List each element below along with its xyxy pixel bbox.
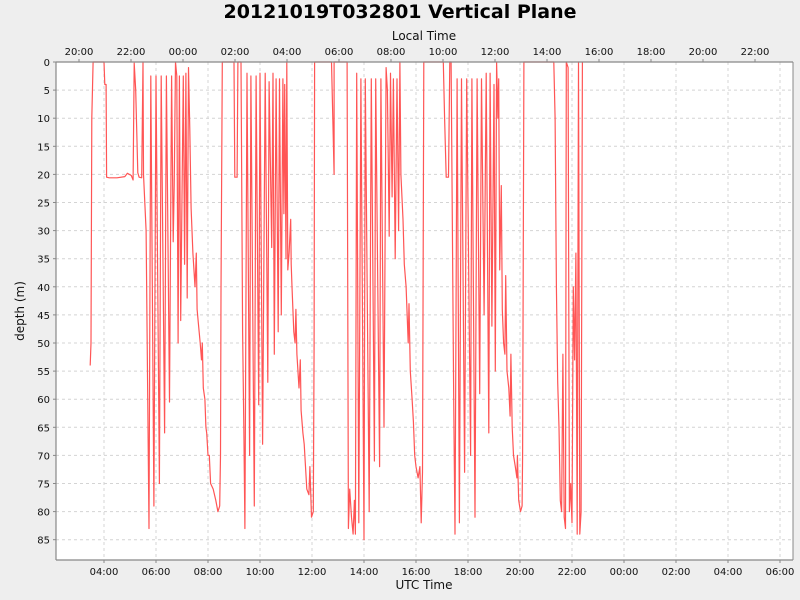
- x-tick-label: 12:00: [298, 567, 327, 578]
- x2-tick-label: 02:00: [221, 47, 250, 58]
- x2-tick-label: 20:00: [65, 47, 94, 58]
- x-tick-label: 18:00: [454, 567, 483, 578]
- y-tick-label: 55: [37, 367, 50, 378]
- y-tick-label: 0: [44, 58, 50, 69]
- x-tick-label: 10:00: [246, 567, 275, 578]
- x2-tick-label: 14:00: [533, 47, 562, 58]
- x-tick-label: 22:00: [558, 567, 587, 578]
- y-tick-label: 45: [37, 311, 50, 322]
- x2-tick-label: 04:00: [273, 47, 302, 58]
- x-tick-label: 04:00: [90, 567, 119, 578]
- y-tick-label: 60: [37, 395, 50, 406]
- x-tick-label: 06:00: [142, 567, 171, 578]
- x-tick-label: 04:00: [714, 567, 743, 578]
- y-tick-label: 30: [37, 227, 50, 238]
- y-tick-label: 70: [37, 451, 50, 462]
- x-tick-label: 08:00: [194, 567, 223, 578]
- x2-tick-label: 08:00: [377, 47, 406, 58]
- x2-tick-label: 06:00: [325, 47, 354, 58]
- x-tick-label: 14:00: [350, 567, 379, 578]
- x-tick-label: 20:00: [506, 567, 535, 578]
- x2-tick-label: 20:00: [689, 47, 718, 58]
- x2-tick-label: 10:00: [429, 47, 458, 58]
- y-tick-label: 85: [37, 536, 50, 547]
- y-tick-label: 5: [44, 86, 50, 97]
- x-tick-label: 00:00: [610, 567, 639, 578]
- x-tick-label: 16:00: [402, 567, 431, 578]
- x-tick-label: 06:00: [766, 567, 795, 578]
- y-tick-label: 15: [37, 142, 50, 153]
- y-tick-label: 75: [37, 480, 50, 491]
- x2-tick-label: 16:00: [585, 47, 614, 58]
- x2-tick-label: 22:00: [117, 47, 146, 58]
- y-tick-label: 10: [37, 114, 50, 125]
- x2-tick-label: 12:00: [481, 47, 510, 58]
- chart-title: 20121019T032801 Vertical Plane: [223, 1, 577, 23]
- y-tick-label: 80: [37, 508, 50, 519]
- x2-tick-label: 22:00: [741, 47, 770, 58]
- x-axis-label: UTC Time: [395, 578, 453, 592]
- y-tick-label: 20: [37, 170, 50, 181]
- y-tick-label: 65: [37, 423, 50, 434]
- x2-tick-label: 18:00: [637, 47, 666, 58]
- y-tick-label: 35: [37, 255, 50, 266]
- x2-axis-label: Local Time: [391, 29, 457, 43]
- axes: 0 5 10 15 20 25 30 35 40 45 50 55 60 65 70 75 80 85 04:00 0…: [37, 47, 794, 578]
- y-tick-label: 40: [37, 283, 50, 294]
- y-tick-label: 25: [37, 199, 50, 210]
- y-tick-label: 50: [37, 339, 50, 350]
- x2-tick-label: 00:00: [169, 47, 198, 58]
- x-tick-label: 02:00: [662, 567, 691, 578]
